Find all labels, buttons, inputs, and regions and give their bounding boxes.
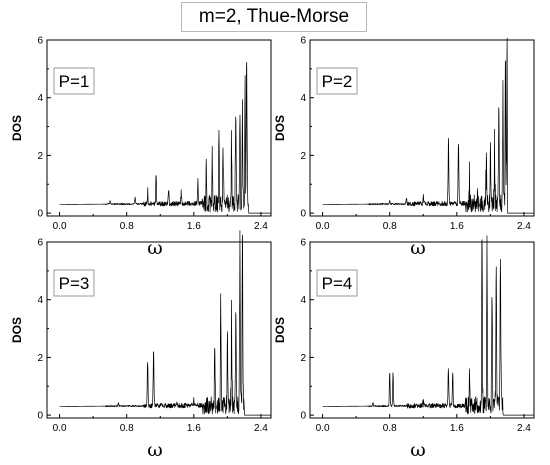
x-axis-label: ω [410, 237, 426, 259]
y-tick-label: 6 [300, 36, 306, 47]
y-tick-label: 6 [37, 36, 43, 47]
y-tick-label: 4 [300, 295, 306, 306]
panel-label: P=1 [53, 67, 95, 95]
panel-label: P=3 [53, 269, 95, 297]
plot-frame [46, 39, 272, 217]
x-axis-label: ω [410, 439, 426, 461]
y-tick-label: 4 [37, 93, 43, 104]
panel-label-box [53, 269, 95, 297]
y-tick-label: 4 [300, 93, 306, 104]
dos-curve [322, 37, 534, 214]
y-tick-label: 2 [300, 151, 306, 162]
panel-3: 0.0 0.8 1.6 2.4 0 2 4 6 P=3 DOS ω [10, 230, 272, 461]
dos-curve [322, 235, 534, 416]
panel-label-box [53, 67, 95, 95]
panel-label-box [316, 67, 358, 95]
x-tick-label: 1.6 [187, 423, 201, 434]
y-axis-label: DOS [273, 317, 287, 343]
dos-curve [59, 61, 271, 214]
panel-label-text: P=1 [59, 72, 90, 91]
dos-curve [59, 230, 271, 416]
x-tick-label: 1.6 [187, 221, 201, 232]
x-tick-label: 0.8 [383, 221, 397, 232]
x-tick-label: 2.4 [517, 423, 531, 434]
panel-label: P=2 [316, 67, 358, 95]
y-axis-label: DOS [273, 115, 287, 141]
x-tick-label: 1.6 [450, 423, 464, 434]
x-axis-label: ω [147, 237, 163, 259]
y-axis-label: DOS [10, 115, 24, 141]
x-tick-label: 0.0 [316, 423, 330, 434]
y-tick-label: 0 [300, 209, 306, 220]
x-tick-label: 0.8 [120, 423, 134, 434]
y-tick-label: 0 [300, 411, 306, 422]
y-tick-label: 2 [37, 151, 43, 162]
x-tick-label: 0.0 [53, 423, 67, 434]
y-tick-label: 0 [37, 209, 43, 220]
panel-label-text: P=3 [59, 274, 90, 293]
y-tick-label: 2 [300, 353, 306, 364]
y-tick-label: 4 [37, 295, 43, 306]
x-tick-label: 2.4 [254, 221, 268, 232]
x-tick-label: 0.8 [120, 221, 134, 232]
x-tick-label: 1.6 [450, 221, 464, 232]
panel-label-box [316, 269, 358, 297]
panel-label: P=4 [316, 269, 358, 297]
x-tick-label: 0.0 [316, 221, 330, 232]
y-tick-label: 6 [300, 238, 306, 249]
plot-frame [46, 241, 272, 419]
panel-2: 0.0 0.8 1.6 2.4 0 2 4 6 P=2 DOS ω [273, 36, 535, 259]
x-axis-label: ω [147, 439, 163, 461]
x-tick-label: 0.0 [53, 221, 67, 232]
panel-4: 0.0 0.8 1.6 2.4 0 2 4 6 P=4 DOS ω [273, 235, 535, 461]
y-tick-label: 2 [37, 353, 43, 364]
y-axis-label: DOS [10, 317, 24, 343]
x-tick-label: 0.8 [383, 423, 397, 434]
x-tick-label: 2.4 [517, 221, 531, 232]
y-tick-label: 0 [37, 411, 43, 422]
y-tick-label: 6 [37, 238, 43, 249]
plot-frame [309, 39, 535, 217]
panel-label-text: P=4 [322, 274, 353, 293]
panel-label-text: P=2 [322, 72, 353, 91]
plot-frame [309, 241, 535, 419]
figure-title: m=2, Thue-Morse [181, 2, 367, 32]
panel-1: 0.0 0.8 1.6 2.4 0 2 4 6 P=1 DOS ω [10, 36, 272, 259]
x-tick-label: 2.4 [254, 423, 268, 434]
